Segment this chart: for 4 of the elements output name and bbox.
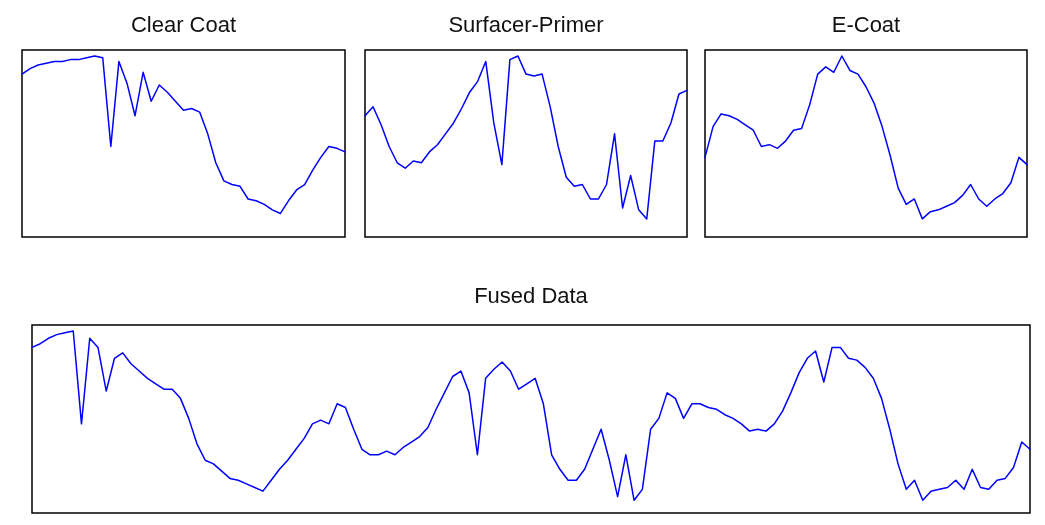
chart-title: Fused Data	[474, 283, 589, 308]
chart-title: Surfacer-Primer	[448, 12, 604, 37]
chart-title: Clear Coat	[130, 12, 237, 37]
chart-title: E-Coat	[831, 12, 901, 37]
